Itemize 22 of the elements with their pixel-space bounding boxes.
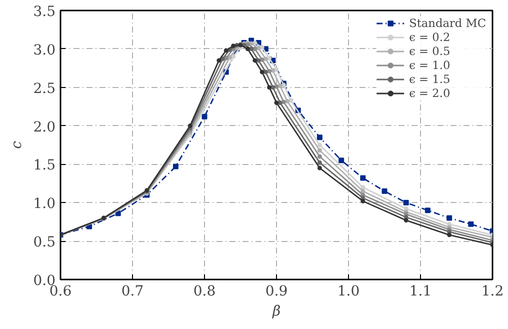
- y-tick-label: 2.0: [33, 119, 56, 136]
- y-tick-label: 1.5: [33, 158, 56, 174]
- y-axis-title: c: [9, 140, 26, 149]
- legend-label: Standard MC: [409, 16, 486, 30]
- x-tick-label: 0.7: [121, 284, 144, 300]
- legend-label: ϵ = 0.5: [409, 44, 450, 58]
- y-tick-label: 1.0: [33, 196, 56, 212]
- x-tick-label: 0.8: [193, 284, 216, 300]
- x-tick-label: 0.9: [265, 284, 288, 300]
- x-tick-label: 0.6: [49, 284, 72, 300]
- legend-label: ϵ = 1.0: [409, 58, 450, 72]
- y-tick-label: 0.5: [33, 234, 56, 251]
- legend-label: ϵ = 0.2: [409, 30, 450, 44]
- x-tick-label: 1.0: [337, 284, 360, 300]
- x-axis-title: β: [271, 304, 281, 320]
- y-tick-label: 3.0: [33, 42, 56, 58]
- x-tick-label: 1.1: [409, 284, 432, 300]
- y-tick-label: 2.5: [33, 80, 56, 97]
- y-tick-label: 3.5: [33, 4, 56, 20]
- legend-label: ϵ = 1.5: [409, 72, 450, 86]
- x-tick-label: 1.2: [481, 284, 504, 300]
- legend-label: ϵ = 2.0: [409, 86, 450, 100]
